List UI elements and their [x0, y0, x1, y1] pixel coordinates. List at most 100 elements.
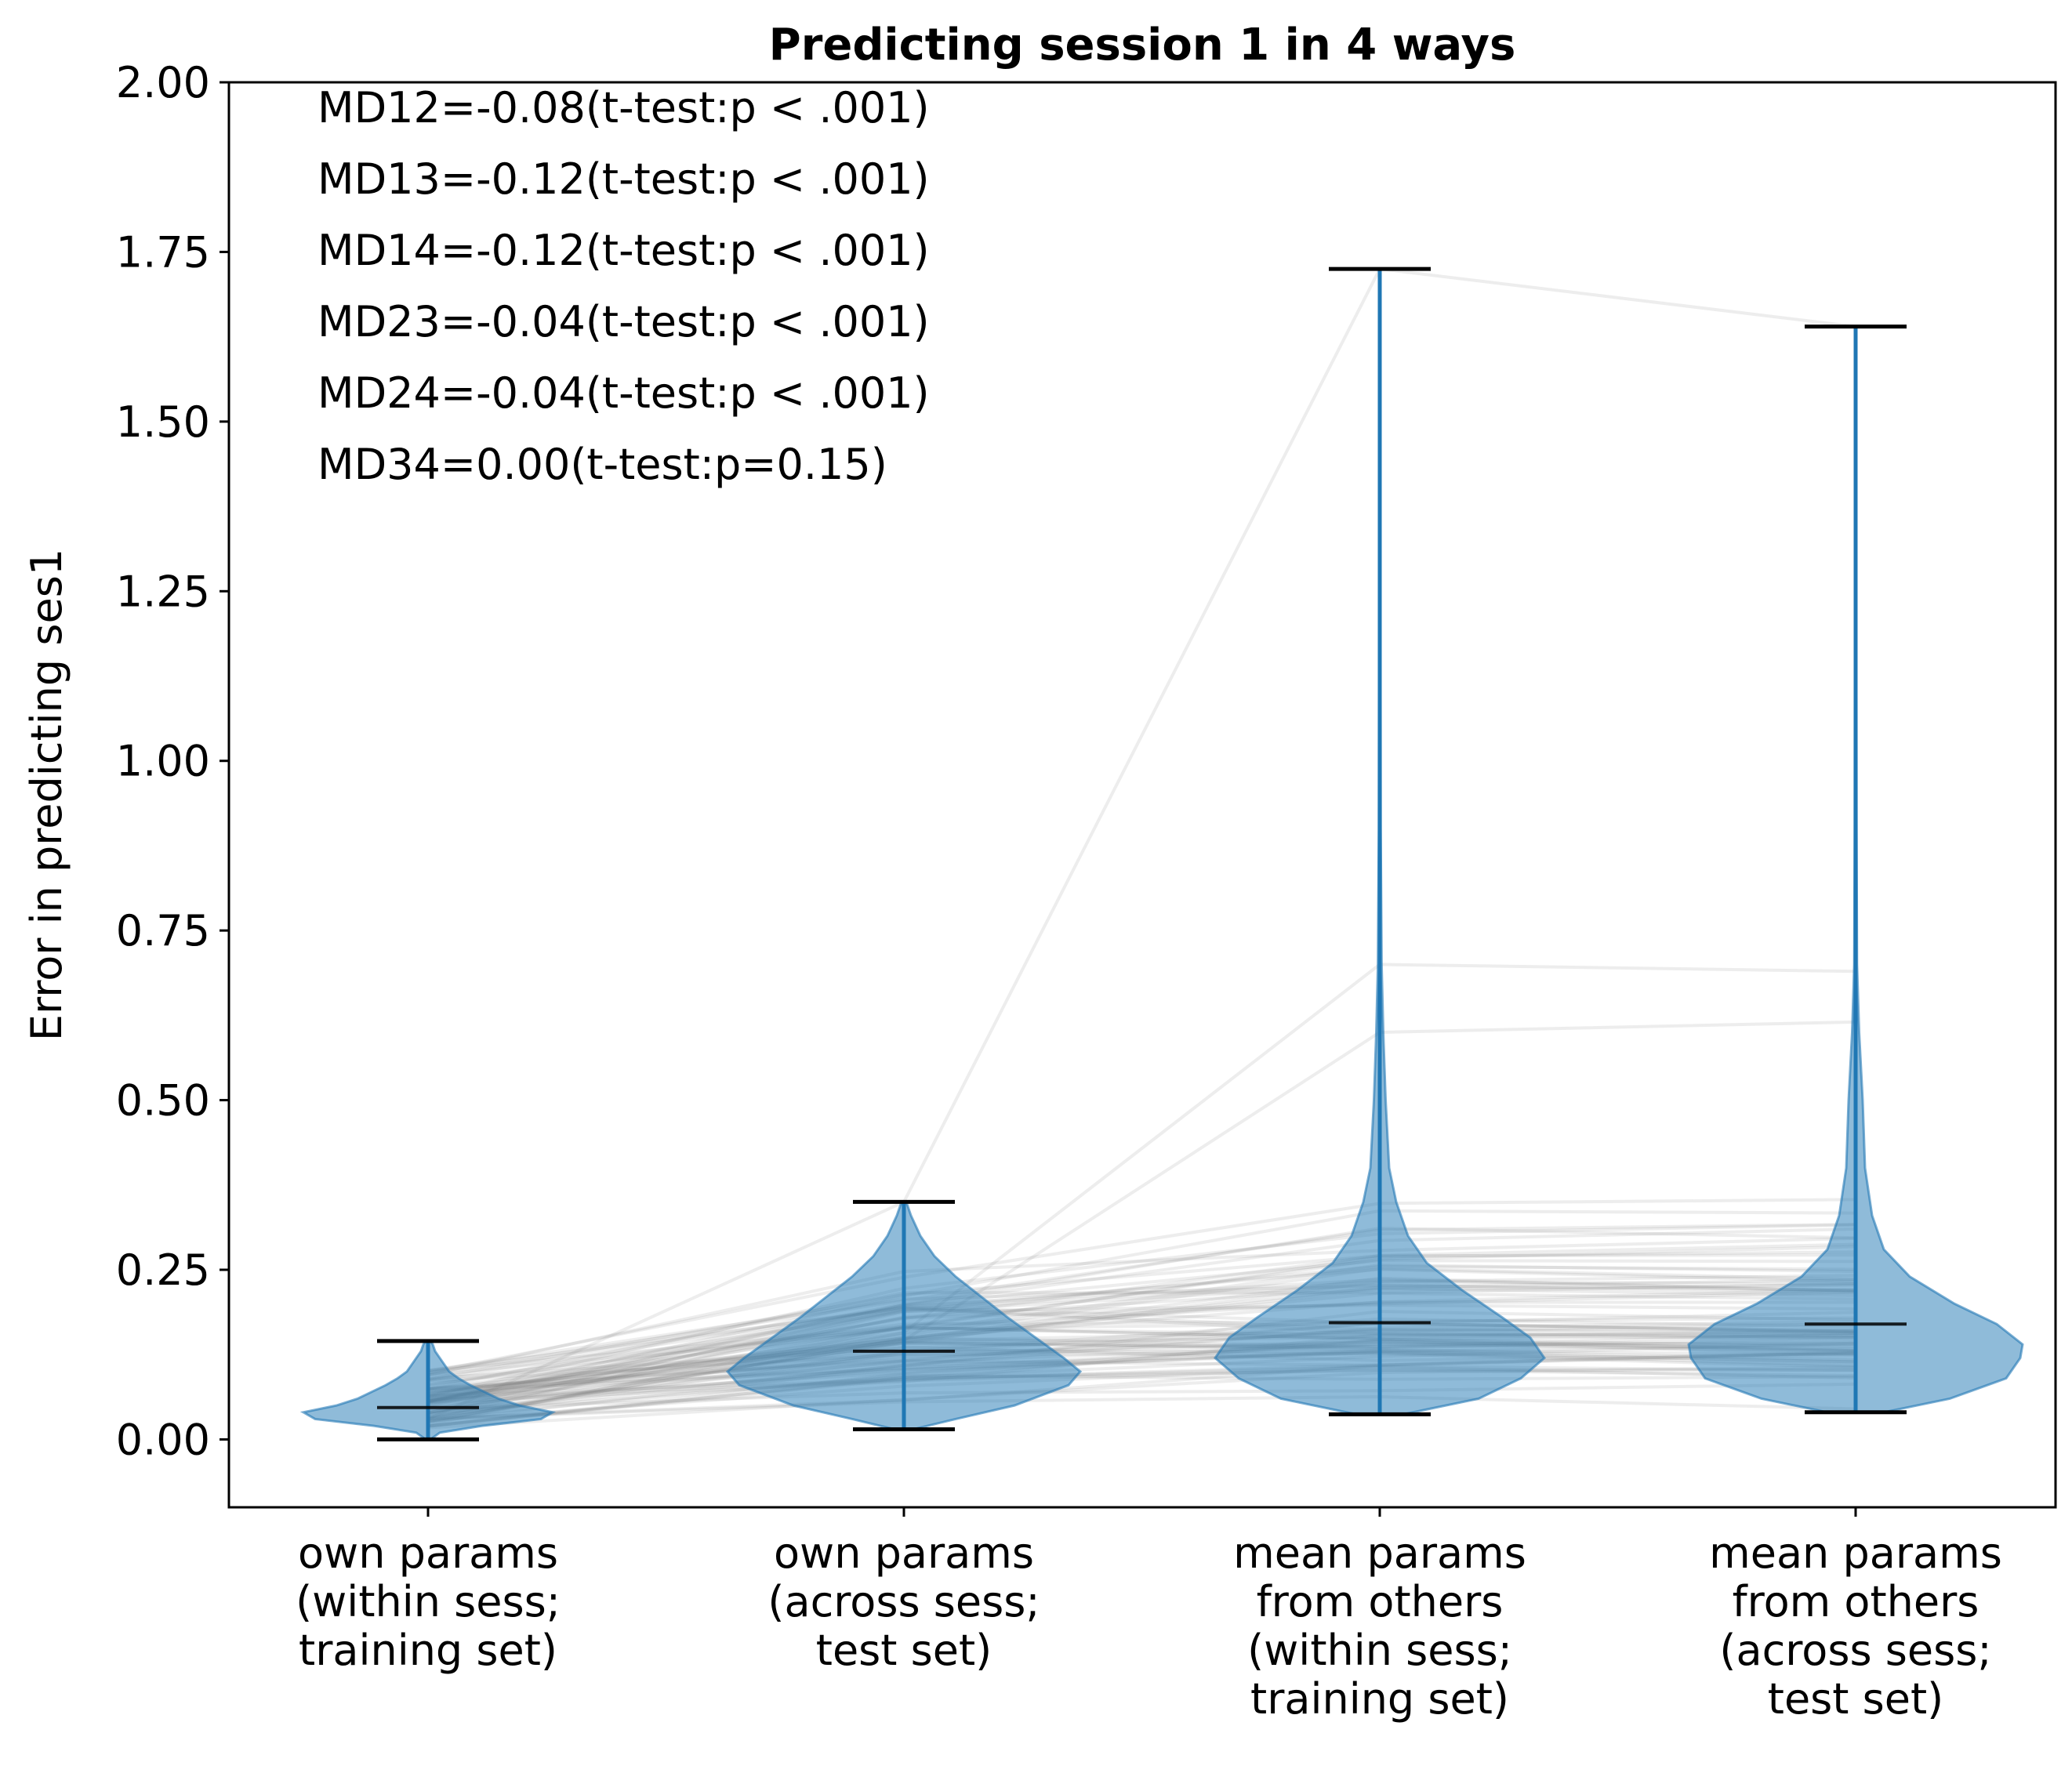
paired-line	[427, 1365, 1856, 1398]
paired-line	[427, 1322, 1856, 1395]
paired-line	[427, 1351, 1856, 1420]
paired-line	[427, 1300, 1856, 1373]
x-tick-label-line: test set)	[1768, 1674, 1943, 1724]
paired-line	[427, 1259, 1856, 1403]
chart-title: Predicting session 1 in 4 ways	[769, 20, 1516, 71]
paired-line	[427, 1276, 1856, 1423]
paired-line	[427, 1223, 1856, 1398]
paired-line	[427, 1226, 1856, 1398]
paired-line	[427, 1350, 1856, 1393]
paired-line	[427, 1198, 1856, 1375]
x-tick-label-line: test set)	[816, 1626, 992, 1675]
paired-line	[427, 1321, 1856, 1391]
y-tick-label: 1.00	[116, 737, 210, 786]
x-tick-label-line: (within sess;	[1247, 1626, 1512, 1675]
md-annotation: MD34=0.00(t-test:p=0.15)	[318, 440, 887, 489]
violins	[299, 266, 2024, 1441]
paired-line	[427, 1311, 1856, 1405]
paired-line	[427, 1291, 1856, 1405]
x-tick-label: mean params from others (within sess; train…	[1233, 1528, 1526, 1724]
y-tick-label: 2.00	[116, 58, 210, 107]
paired-line	[427, 1351, 1856, 1406]
y-tick-label: 0.00	[116, 1415, 210, 1464]
paired-line	[427, 963, 1856, 1401]
x-axis: own params (within sess; training set)own …	[296, 1507, 2002, 1724]
md-annotation: MD24=-0.04(t-test:p < .001)	[318, 368, 930, 418]
y-axis-label: Error in predicting ses1	[22, 549, 71, 1041]
paired-line	[427, 1290, 1856, 1404]
x-tick-label-line: from others	[1733, 1577, 1979, 1626]
y-tick-label: 0.25	[116, 1245, 210, 1295]
paired-line	[427, 1283, 1856, 1421]
paired-line	[427, 1340, 1856, 1419]
paired-line	[427, 1342, 1856, 1401]
x-tick-label-line: (within sess;	[296, 1577, 561, 1626]
x-tick-label: mean params from others (across sess; test …	[1709, 1528, 2002, 1724]
x-tick-label: own params (across sess; test set)	[767, 1528, 1040, 1675]
paired-line	[427, 1368, 1856, 1401]
x-tick-label: own params (within sess; training set)	[296, 1528, 561, 1675]
md-annotation: MD12=-0.08(t-test:p < .001)	[318, 83, 930, 132]
paired-line	[427, 1382, 1856, 1411]
paired-line	[427, 1282, 1856, 1390]
paired-line	[427, 1368, 1856, 1427]
paired-line	[427, 1332, 1856, 1405]
paired-line	[427, 1236, 1856, 1377]
md-annotation: MD14=-0.12(t-test:p < .001)	[318, 226, 930, 275]
paired-line	[427, 1284, 1856, 1372]
paired-line	[427, 1336, 1856, 1399]
paired-line	[427, 1351, 1856, 1414]
paired-line	[427, 1332, 1856, 1380]
paired-line	[427, 1286, 1856, 1416]
paired-line	[427, 1316, 1856, 1387]
paired-line	[427, 1333, 1856, 1428]
paired-line	[427, 1303, 1856, 1387]
y-tick-label: 1.75	[116, 227, 210, 277]
paired-line	[427, 1320, 1856, 1418]
x-tick-label-line: mean params	[1709, 1528, 2002, 1578]
paired-lines	[427, 266, 1856, 1430]
paired-line	[427, 1278, 1856, 1404]
paired-line	[427, 1325, 1856, 1427]
paired-line	[427, 1345, 1856, 1402]
paired-line	[427, 1274, 1856, 1401]
paired-line	[427, 1394, 1856, 1421]
paired-line	[427, 1267, 1856, 1381]
paired-line	[427, 1223, 1856, 1375]
paired-line	[427, 1339, 1856, 1415]
paired-line	[427, 1341, 1856, 1428]
annotations: MD12=-0.08(t-test:p < .001) MD13=-0.12(t-…	[318, 83, 930, 489]
paired-line-outlier	[427, 266, 1856, 1421]
paired-line	[427, 1264, 1856, 1412]
paired-line	[427, 1250, 1856, 1390]
paired-line	[427, 1307, 1856, 1372]
paired-line	[427, 1352, 1856, 1383]
paired-line	[427, 1329, 1856, 1420]
paired-line	[427, 1342, 1856, 1398]
paired-line	[427, 1307, 1856, 1415]
paired-line	[427, 1365, 1856, 1430]
md-annotation: MD13=-0.12(t-test:p < .001)	[318, 154, 930, 204]
x-tick-label-line: training set)	[299, 1626, 557, 1675]
paired-line	[427, 1310, 1856, 1424]
paired-line	[427, 1283, 1856, 1394]
paired-line	[427, 1253, 1856, 1381]
x-tick-label-line: (across sess;	[1719, 1626, 1991, 1675]
paired-line	[427, 1278, 1856, 1391]
paired-line	[427, 1267, 1856, 1403]
x-tick-label-line: mean params	[1233, 1528, 1526, 1578]
x-tick-label-line: own params	[774, 1528, 1034, 1578]
paired-line	[427, 1227, 1856, 1408]
paired-line	[427, 1340, 1856, 1414]
paired-line	[427, 1340, 1856, 1398]
x-tick-label-line: from others	[1257, 1577, 1504, 1626]
paired-line	[427, 1352, 1856, 1410]
paired-line	[427, 1245, 1856, 1415]
paired-line	[427, 1325, 1856, 1382]
md-annotation: MD23=-0.04(t-test:p < .001)	[318, 297, 930, 346]
paired-line	[427, 1328, 1856, 1390]
y-tick-label: 0.50	[116, 1076, 210, 1126]
y-tick-label: 0.75	[116, 906, 210, 955]
